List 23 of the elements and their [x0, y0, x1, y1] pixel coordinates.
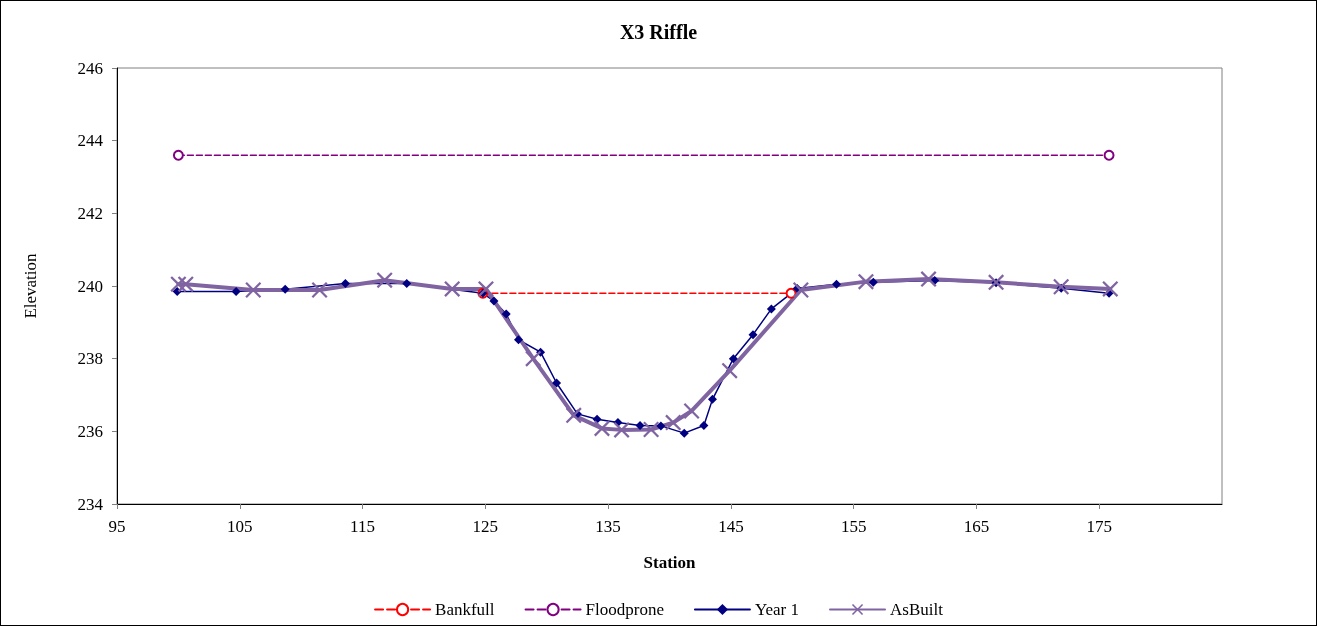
y-tick-label: 234 [77, 494, 104, 514]
x-tick-label: 105 [227, 517, 253, 536]
x-tick-label: 135 [595, 517, 621, 536]
x-tick-label: 155 [840, 517, 867, 536]
x-tick-label: 175 [1086, 517, 1112, 536]
x-tick-label: 95 [108, 517, 126, 536]
y-tick-label: 240 [77, 276, 103, 296]
x-tick-label: 115 [350, 517, 375, 536]
y-tick-label: 244 [77, 131, 104, 151]
y-tick-label: 238 [77, 349, 103, 369]
y-tick-label: 242 [77, 203, 103, 223]
y-tick-label: 236 [77, 421, 103, 441]
legend-label: Year 1 [754, 600, 800, 619]
x-tick-label: 165 [963, 517, 990, 536]
legend-label: AsBuilt [890, 600, 944, 619]
y-tick-label: 246 [77, 58, 103, 78]
legend-label: Floodprone [585, 600, 664, 619]
y-axis-title: Elevation [21, 252, 40, 319]
chart-title: X3 Riffle [619, 21, 698, 43]
legend-label: Bankfull [435, 600, 495, 619]
x-tick-label: 145 [718, 517, 744, 536]
x-axis-title: Station [643, 553, 697, 572]
x-tick-label: 125 [472, 517, 499, 536]
